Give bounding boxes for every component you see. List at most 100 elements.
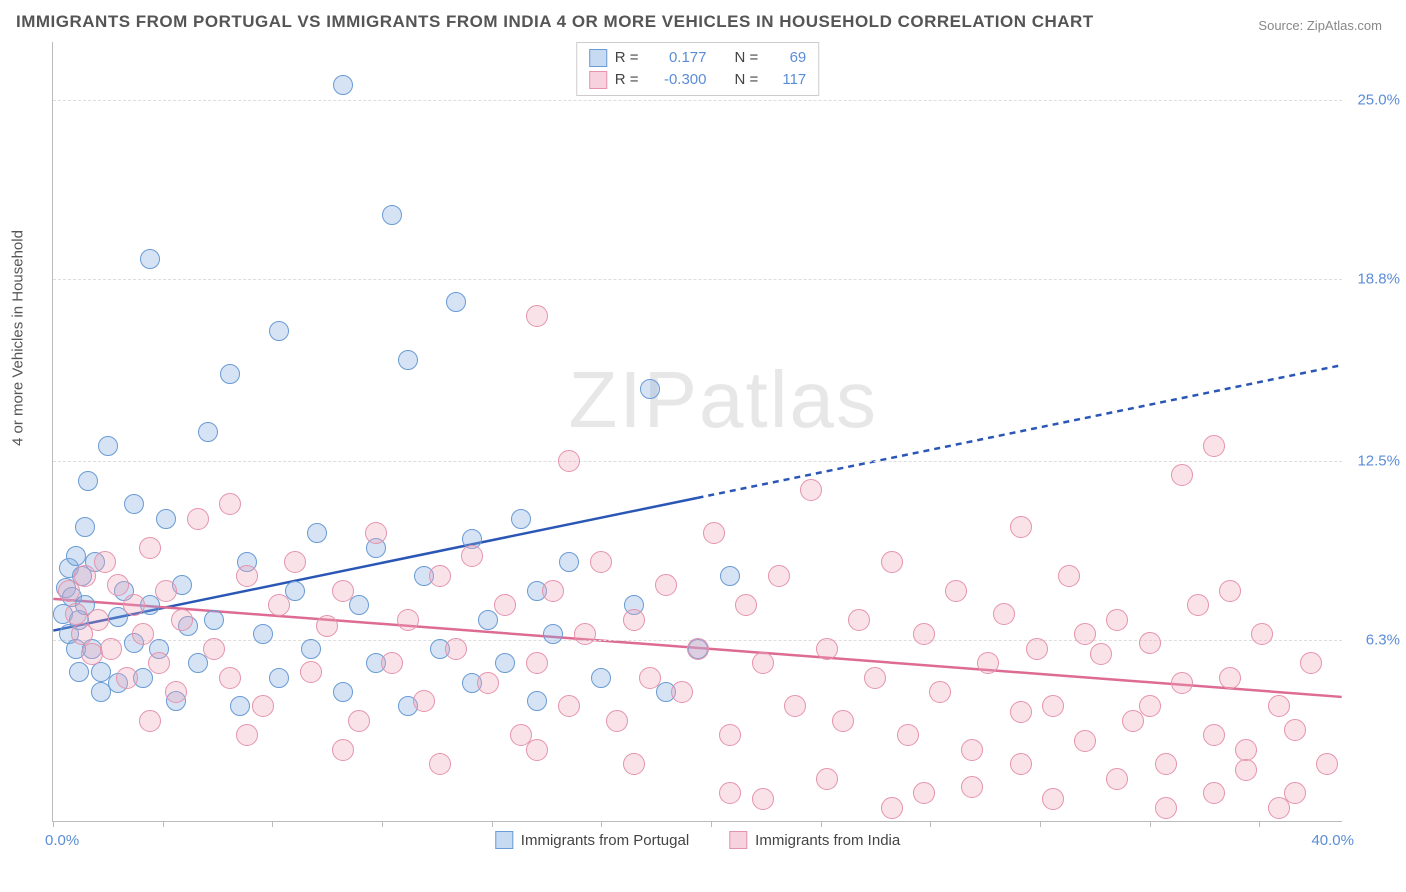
- x-tick-mark: [492, 821, 493, 827]
- scatter-point: [269, 321, 289, 341]
- scatter-point: [478, 610, 498, 630]
- scatter-point: [800, 479, 822, 501]
- scatter-point: [398, 350, 418, 370]
- scatter-point: [69, 662, 89, 682]
- scatter-point: [816, 638, 838, 660]
- scatter-point: [913, 782, 935, 804]
- source-name: ZipAtlas.com: [1307, 18, 1382, 33]
- scatter-point: [413, 690, 435, 712]
- scatter-point: [155, 580, 177, 602]
- legend-item: Immigrants from India: [729, 831, 900, 849]
- scatter-point: [816, 768, 838, 790]
- gridline: [53, 279, 1342, 280]
- scatter-point: [1139, 632, 1161, 654]
- scatter-point: [768, 565, 790, 587]
- scatter-point: [219, 493, 241, 515]
- scatter-point: [132, 623, 154, 645]
- scatter-point: [236, 724, 258, 746]
- x-tick-mark: [1150, 821, 1151, 827]
- scatter-point: [559, 552, 579, 572]
- gridline: [53, 100, 1342, 101]
- scatter-point: [477, 672, 499, 694]
- scatter-point: [1106, 768, 1128, 790]
- scatter-point: [1219, 667, 1241, 689]
- scatter-point: [832, 710, 854, 732]
- scatter-point: [332, 739, 354, 761]
- scatter-point: [74, 565, 96, 587]
- scatter-point: [94, 551, 116, 573]
- scatter-point: [848, 609, 870, 631]
- scatter-point: [864, 667, 886, 689]
- scatter-point: [100, 638, 122, 660]
- scatter-point: [124, 494, 144, 514]
- scatter-point: [526, 652, 548, 674]
- n-label: N =: [735, 47, 759, 69]
- scatter-point: [1203, 435, 1225, 457]
- scatter-point: [1074, 730, 1096, 752]
- scatter-point: [1316, 753, 1338, 775]
- scatter-point: [1251, 623, 1273, 645]
- scatter-point: [590, 551, 612, 573]
- scatter-point: [1026, 638, 1048, 660]
- scatter-point: [558, 450, 580, 472]
- scatter-point: [1042, 695, 1064, 717]
- x-tick-mark: [272, 821, 273, 827]
- x-tick-mark: [163, 821, 164, 827]
- legend-swatch: [729, 831, 747, 849]
- scatter-point: [204, 610, 224, 630]
- source-label: Source:: [1258, 18, 1303, 33]
- scatter-point: [365, 522, 387, 544]
- scatter-point: [527, 691, 547, 711]
- legend-item: Immigrants from Portugal: [495, 831, 689, 849]
- scatter-point: [1268, 695, 1290, 717]
- scatter-point: [1203, 724, 1225, 746]
- scatter-point: [165, 681, 187, 703]
- x-tick-mark: [711, 821, 712, 827]
- scatter-point: [203, 638, 225, 660]
- legend-swatch: [589, 71, 607, 89]
- scatter-point: [107, 574, 129, 596]
- legend-swatch: [589, 49, 607, 67]
- stats-row: R =-0.300N =117: [589, 69, 807, 91]
- scatter-point: [1010, 516, 1032, 538]
- source-attribution: Source: ZipAtlas.com: [1258, 18, 1382, 33]
- plot-area: ZIPatlas R =0.177N =69R =-0.300N =117 Im…: [52, 42, 1342, 822]
- scatter-point: [269, 668, 289, 688]
- scatter-point: [316, 615, 338, 637]
- scatter-point: [511, 509, 531, 529]
- x-tick-mark: [1259, 821, 1260, 827]
- x-axis-min-label: 0.0%: [45, 832, 79, 849]
- scatter-point: [1300, 652, 1322, 674]
- chart-title: IMMIGRANTS FROM PORTUGAL VS IMMIGRANTS F…: [16, 12, 1094, 32]
- bottom-legend: Immigrants from Portugal Immigrants from …: [495, 831, 900, 849]
- scatter-point: [230, 696, 250, 716]
- scatter-point: [171, 609, 193, 631]
- scatter-point: [139, 537, 161, 559]
- scatter-point: [219, 667, 241, 689]
- scatter-point: [495, 653, 515, 673]
- scatter-point: [285, 581, 305, 601]
- scatter-point: [307, 523, 327, 543]
- scatter-point: [1090, 643, 1112, 665]
- x-tick-mark: [1040, 821, 1041, 827]
- scatter-point: [446, 292, 466, 312]
- n-value: 69: [766, 47, 806, 69]
- scatter-point: [542, 580, 564, 602]
- scatter-point: [1284, 782, 1306, 804]
- n-value: 117: [766, 69, 806, 91]
- scatter-point: [977, 652, 999, 674]
- scatter-point: [1010, 701, 1032, 723]
- scatter-point: [78, 471, 98, 491]
- trend-line-extrapolated: [698, 365, 1342, 498]
- scatter-point: [897, 724, 919, 746]
- scatter-point: [1042, 788, 1064, 810]
- y-tick-label: 12.5%: [1357, 452, 1400, 469]
- scatter-point: [1058, 565, 1080, 587]
- scatter-point: [913, 623, 935, 645]
- scatter-point: [140, 249, 160, 269]
- scatter-point: [65, 603, 87, 625]
- x-tick-mark: [601, 821, 602, 827]
- scatter-point: [300, 661, 322, 683]
- scatter-point: [429, 565, 451, 587]
- scatter-point: [333, 682, 353, 702]
